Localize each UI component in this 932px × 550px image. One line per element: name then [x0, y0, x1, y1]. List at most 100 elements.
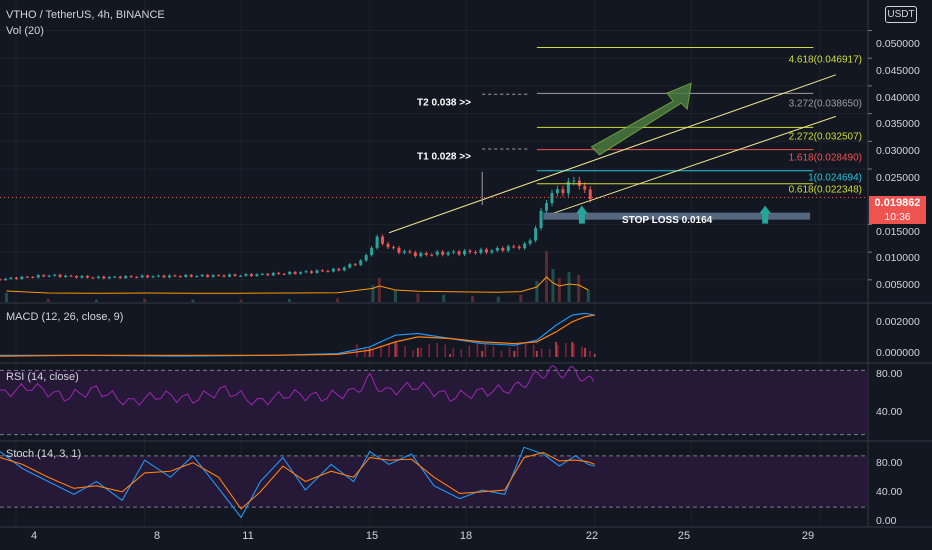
fib-level-label: 2.272(0.032507): [788, 131, 862, 143]
stoch-label[interactable]: Stoch (14, 3, 1): [6, 448, 82, 460]
candle-body: [277, 272, 281, 274]
volume-bar: [393, 290, 397, 302]
trend-arrow-icon: [590, 82, 692, 156]
rsi-label[interactable]: RSI (14, close): [6, 371, 79, 383]
macd-histogram-bar: [428, 344, 430, 357]
candle-body: [107, 277, 111, 279]
candle-body: [517, 246, 521, 249]
candle-body: [326, 270, 330, 272]
volume-bar: [496, 296, 500, 302]
volume-bar: [557, 278, 561, 302]
candle-body: [310, 271, 314, 273]
currency-badge[interactable]: USDT: [885, 6, 917, 23]
fib-level-label: 3.272(0.038650): [788, 98, 862, 110]
volume-bar: [287, 299, 291, 302]
price-tick: 0.045000: [876, 65, 920, 77]
stop-loss-arrow-icon: [759, 205, 772, 224]
volume-bar: [371, 285, 375, 302]
candle-body: [468, 250, 472, 253]
candle-body: [512, 246, 516, 248]
macd-histogram-bar: [452, 348, 455, 357]
candle-body: [266, 273, 270, 276]
candle-body: [572, 180, 576, 182]
candle-body: [124, 276, 128, 279]
candle-body: [588, 189, 592, 200]
candle-body: [162, 275, 166, 278]
macd-histogram-bar: [492, 346, 495, 357]
time-tick: 29: [801, 530, 815, 542]
candle-body: [85, 275, 89, 278]
macd-histogram-bar: [556, 345, 559, 357]
volume-bar: [577, 275, 581, 302]
candle-body: [206, 274, 210, 277]
candle-body: [484, 249, 488, 253]
symbol-title[interactable]: VTHO / TetherUS, 4h, BINANCE: [6, 9, 165, 21]
price-tick: 0.050000: [876, 38, 920, 50]
volume-bar: [239, 299, 243, 302]
candle-body: [178, 276, 182, 278]
time-tick: 11: [242, 530, 254, 542]
candle-body: [102, 276, 106, 279]
candle-body: [167, 275, 171, 278]
candle-body: [446, 252, 450, 255]
candle-body: [441, 251, 445, 255]
candle-body: [222, 275, 226, 277]
volume-ma-line: [6, 276, 589, 294]
macd-histogram-bar: [508, 346, 511, 357]
time-tick: 8: [153, 530, 161, 542]
macd-histogram-bar: [394, 341, 397, 357]
candle-body: [353, 264, 357, 266]
volume-bar: [377, 278, 381, 302]
macd-histogram-bar: [555, 341, 558, 357]
candle-body: [452, 251, 456, 253]
candle-body: [315, 270, 319, 273]
candle-body: [375, 236, 379, 248]
candle-body: [184, 274, 188, 277]
macd-histogram-bar: [356, 344, 358, 357]
macd-histogram-bar: [565, 343, 567, 357]
candle-body: [528, 240, 532, 244]
candle-body: [348, 264, 352, 268]
candle-body: [304, 271, 308, 273]
volume-bar: [551, 269, 555, 302]
macd-histogram-bar: [513, 350, 516, 357]
macd-histogram-bar: [444, 344, 447, 357]
candle-body: [555, 189, 559, 194]
macd-histogram-bar: [571, 341, 574, 357]
candle-body: [490, 250, 494, 253]
stoch-k-line: [0, 446, 595, 519]
candle-body: [479, 249, 483, 254]
candle-body: [200, 274, 204, 277]
candle-body: [135, 277, 139, 279]
volume-bar: [416, 293, 420, 302]
candle-body: [342, 267, 346, 271]
candle-body: [402, 251, 406, 253]
time-tick: 4: [30, 530, 38, 542]
macd-histogram-bar: [484, 343, 487, 357]
macd-histogram-bar: [581, 346, 583, 357]
macd-label[interactable]: MACD (12, 26, close, 9): [6, 311, 124, 323]
volume-bar: [143, 299, 147, 302]
price-tick: 0.005000: [876, 279, 920, 291]
price-tick: 0.025000: [876, 172, 920, 184]
candle-body: [69, 275, 73, 277]
macd-histogram-bar: [593, 353, 596, 357]
stop-loss-zone: [543, 212, 811, 220]
macd-histogram-bar: [468, 345, 471, 357]
candle-body: [397, 247, 401, 253]
time-tick: 25: [677, 530, 691, 542]
macd-histogram-bar: [380, 345, 382, 357]
candle-body: [501, 247, 505, 251]
macd-histogram-bar: [524, 343, 527, 357]
candle-body: [561, 189, 565, 194]
macd-histogram-bar: [548, 348, 551, 357]
macd-histogram-bar: [449, 353, 452, 357]
candle-body: [282, 273, 286, 275]
volume-label[interactable]: Vol (20): [6, 25, 44, 37]
macd-histogram-bar: [368, 347, 371, 357]
macd-histogram-bar: [364, 347, 366, 357]
macd-histogram-bar: [532, 344, 535, 357]
target-1-label: T1 0.028 >>: [417, 151, 471, 163]
candle-body: [151, 276, 155, 278]
candle-body: [419, 253, 423, 257]
